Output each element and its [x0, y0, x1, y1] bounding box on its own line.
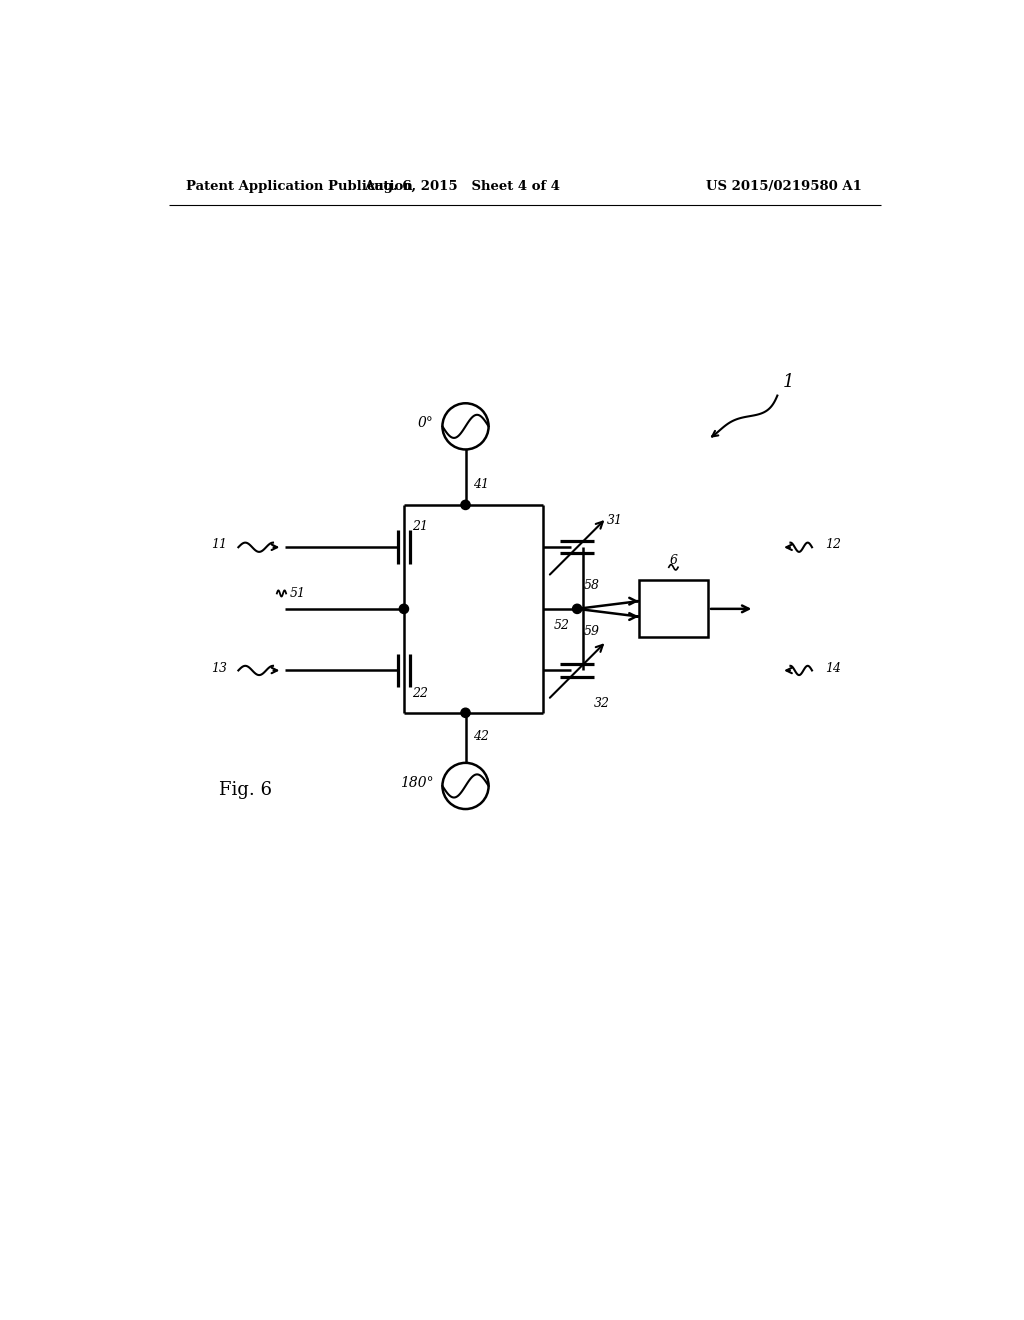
Text: 6: 6 — [670, 554, 678, 568]
Text: 14: 14 — [825, 661, 841, 675]
Text: 1: 1 — [783, 372, 795, 391]
Text: 0°: 0° — [418, 416, 433, 430]
Circle shape — [572, 605, 582, 614]
Text: US 2015/0219580 A1: US 2015/0219580 A1 — [707, 181, 862, 194]
Text: 58: 58 — [584, 579, 599, 593]
Text: 11: 11 — [211, 539, 226, 552]
Text: 42: 42 — [473, 730, 489, 743]
Text: 52: 52 — [554, 619, 570, 632]
Text: Aug. 6, 2015   Sheet 4 of 4: Aug. 6, 2015 Sheet 4 of 4 — [364, 181, 560, 194]
Text: 51: 51 — [290, 587, 306, 601]
Circle shape — [461, 709, 470, 718]
Text: 32: 32 — [594, 697, 610, 710]
Bar — [639, 581, 708, 638]
Text: 13: 13 — [211, 661, 226, 675]
Text: 59: 59 — [584, 626, 599, 639]
Text: 41: 41 — [473, 478, 489, 491]
Text: 12: 12 — [825, 539, 841, 552]
Circle shape — [461, 500, 470, 510]
Text: 21: 21 — [412, 520, 428, 533]
Text: 180°: 180° — [399, 776, 433, 789]
Text: Patent Application Publication: Patent Application Publication — [186, 181, 413, 194]
Text: 31: 31 — [606, 513, 623, 527]
Circle shape — [399, 605, 409, 614]
Text: 22: 22 — [412, 686, 428, 700]
Text: Fig. 6: Fig. 6 — [219, 781, 272, 799]
